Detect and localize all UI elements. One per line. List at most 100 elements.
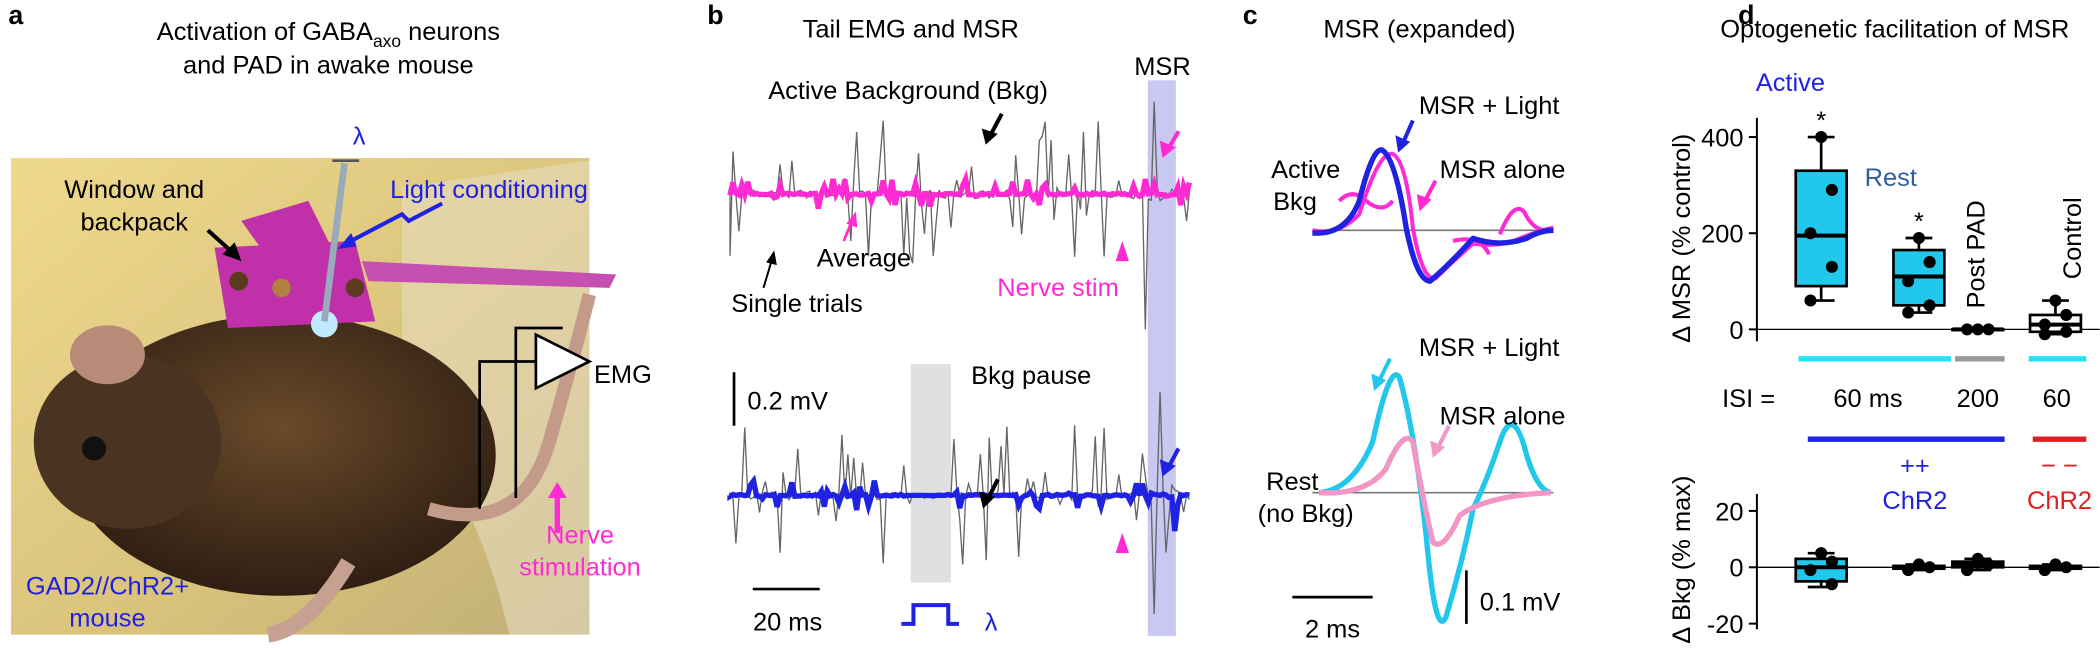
label: ++ — [1900, 452, 1930, 480]
label: backpack — [81, 208, 189, 236]
significance: * — [1914, 208, 1924, 236]
label: 20 ms — [753, 609, 822, 637]
label: Single trials — [731, 290, 862, 318]
data-point — [1804, 294, 1817, 307]
data-point — [1902, 564, 1915, 577]
label: MSR — [1134, 53, 1191, 81]
data-point — [1902, 275, 1915, 288]
label: Nerve — [546, 522, 614, 550]
box — [1794, 169, 1848, 288]
photo — [11, 157, 617, 643]
panel-title: and PAD in awake mouse — [183, 52, 474, 80]
data-point — [1971, 552, 1984, 565]
y-tick-label: 20 — [1715, 498, 1743, 526]
label: MSR alone — [1440, 156, 1566, 184]
label: − − — [2041, 452, 2078, 480]
label: Active — [1756, 69, 1825, 97]
data-point — [1982, 558, 1995, 571]
label: λ — [353, 123, 366, 151]
panel-letter: d — [1738, 0, 1754, 30]
axis-label: Δ Bkg (% max) — [1668, 476, 1696, 644]
label: Rest — [1865, 164, 1917, 192]
data-point — [2038, 564, 2051, 577]
label: Post PAD — [1963, 200, 1991, 308]
y-tick-label: 0 — [1729, 317, 1743, 345]
y-tick-label: 200 — [1701, 221, 1743, 249]
data-point — [1923, 299, 1936, 312]
data-point — [1971, 323, 1984, 336]
panel-title: MSR (expanded) — [1323, 15, 1515, 43]
arrows — [762, 112, 1181, 553]
label: Rest — [1266, 468, 1318, 496]
data-point — [2060, 561, 2073, 574]
data-point — [1815, 547, 1828, 560]
label: Bkg — [1273, 188, 1317, 216]
label: (no Bkg) — [1258, 500, 1354, 528]
y-tick-label: 0 — [1729, 555, 1743, 583]
data-point — [1815, 131, 1828, 144]
data-point — [1902, 306, 1915, 319]
panel-letter: c — [1243, 0, 1258, 30]
data-point — [1804, 564, 1817, 577]
label: Active Background (Bkg) — [768, 77, 1048, 105]
data-point — [1961, 323, 1974, 336]
label: 60 ms — [1833, 385, 1902, 413]
label: ChR2 — [2027, 487, 2092, 515]
label: Nerve stim — [997, 274, 1118, 302]
data-point — [2049, 294, 2062, 307]
data-point — [2049, 558, 2062, 571]
msr-traces — [1312, 119, 1554, 624]
data-point — [1825, 555, 1838, 568]
label: MSR + Light — [1419, 92, 1560, 120]
y-tick-label: -20 — [1707, 611, 1744, 639]
label: Average — [817, 244, 911, 272]
box-plots: 0 200 400 * * -20 0 20 — [1701, 107, 2100, 639]
label: EMG — [594, 361, 652, 389]
label: mouse — [69, 605, 145, 633]
label: ISI = — [1722, 385, 1775, 413]
data-point — [2038, 328, 2051, 341]
data-point — [1982, 323, 1995, 336]
label: 0.2 mV — [747, 388, 828, 416]
panel-title: Tail EMG and MSR — [803, 15, 1019, 43]
data-point — [2038, 318, 2051, 331]
panel-title: Activation of GABAaxo neurons — [157, 18, 500, 51]
label: MSR alone — [1440, 402, 1566, 430]
data-point — [1825, 260, 1838, 273]
data-point — [1912, 558, 1925, 571]
light-pulse — [901, 603, 959, 626]
label: 60 — [2043, 385, 2071, 413]
label: Bkg pause — [971, 362, 1091, 390]
box — [1794, 557, 1848, 583]
label: 2 ms — [1305, 615, 1360, 643]
data-point — [1825, 183, 1838, 196]
label: λ — [985, 609, 998, 637]
label: MSR + Light — [1419, 334, 1560, 362]
panel-letter: b — [707, 0, 723, 30]
data-point — [1961, 564, 1974, 577]
data-point — [2060, 308, 2073, 321]
label: ChR2 — [1882, 487, 1947, 515]
label: 200 — [1957, 385, 1999, 413]
emg-trace — [727, 474, 1190, 532]
label: GAD2//ChR2+ — [26, 572, 189, 600]
label: stimulation — [519, 554, 641, 582]
axis-label: Δ MSR (% control) — [1668, 134, 1696, 343]
label: 0.1 mV — [1480, 589, 1561, 617]
label: Active — [1271, 156, 1340, 184]
y-tick-label: 400 — [1701, 124, 1743, 152]
data-point — [1923, 256, 1936, 269]
data-point — [1923, 561, 1936, 574]
data-point — [2060, 325, 2073, 338]
label: Window and — [64, 176, 204, 204]
significance: * — [1816, 107, 1826, 135]
label: Light conditioning — [390, 176, 588, 204]
data-point — [1912, 232, 1925, 245]
panel-letter: a — [8, 0, 24, 30]
panel-title: Optogenetic facilitation of MSR — [1720, 15, 2069, 43]
traces — [727, 101, 1193, 615]
label: Control — [2059, 197, 2087, 279]
emg-trace — [727, 169, 1193, 210]
data-point — [1804, 227, 1817, 240]
